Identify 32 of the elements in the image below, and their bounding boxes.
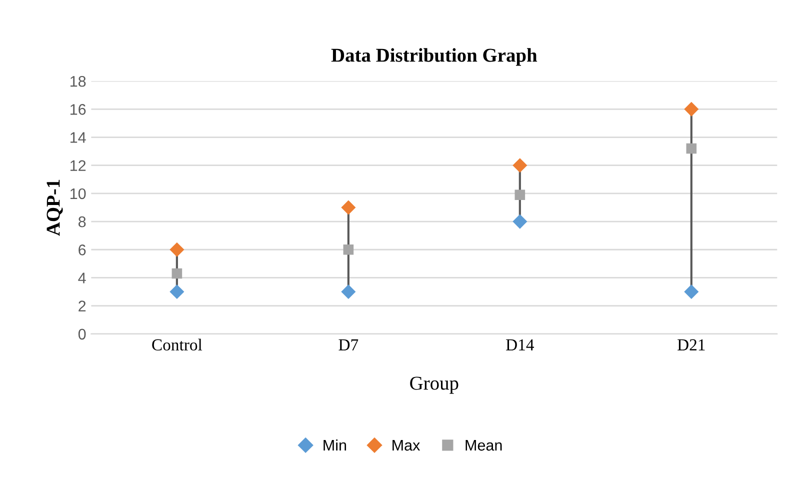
chart-title: Data Distribution Graph (331, 48, 538, 66)
y-tick-label: 4 (78, 272, 86, 284)
point (686, 143, 697, 154)
point (684, 102, 699, 116)
point (343, 244, 354, 255)
y-tick-label: 0 (78, 328, 86, 340)
point (341, 200, 356, 215)
point (684, 284, 699, 300)
point (514, 190, 526, 200)
y-tick-label: 16 (70, 104, 86, 115)
y-tick-label: 14 (70, 132, 86, 143)
point (172, 268, 182, 279)
x-tick-label: D7 (338, 339, 358, 350)
point (170, 284, 184, 300)
legend-label: Min (324, 439, 346, 451)
y-tick-label: 8 (78, 216, 86, 228)
y-tick-label: 10 (70, 188, 86, 200)
point (512, 158, 528, 173)
point (512, 214, 528, 229)
point (170, 242, 184, 257)
x-tick-label: D14 (506, 339, 534, 350)
point (341, 284, 356, 300)
x-tick-label: Control (152, 338, 202, 350)
y-tick-label: 2 (78, 300, 86, 312)
y-tick-label: 6 (78, 244, 86, 256)
x-axis-title: Group (410, 376, 458, 394)
legend-label: Mean (466, 440, 502, 451)
y-axis-title: AQP-1 (46, 180, 63, 236)
legend-label: Max (392, 440, 420, 451)
x-tick-label: D21 (678, 339, 705, 350)
y-tick-label: 18 (70, 76, 86, 87)
y-tick-label: 12 (70, 160, 86, 171)
